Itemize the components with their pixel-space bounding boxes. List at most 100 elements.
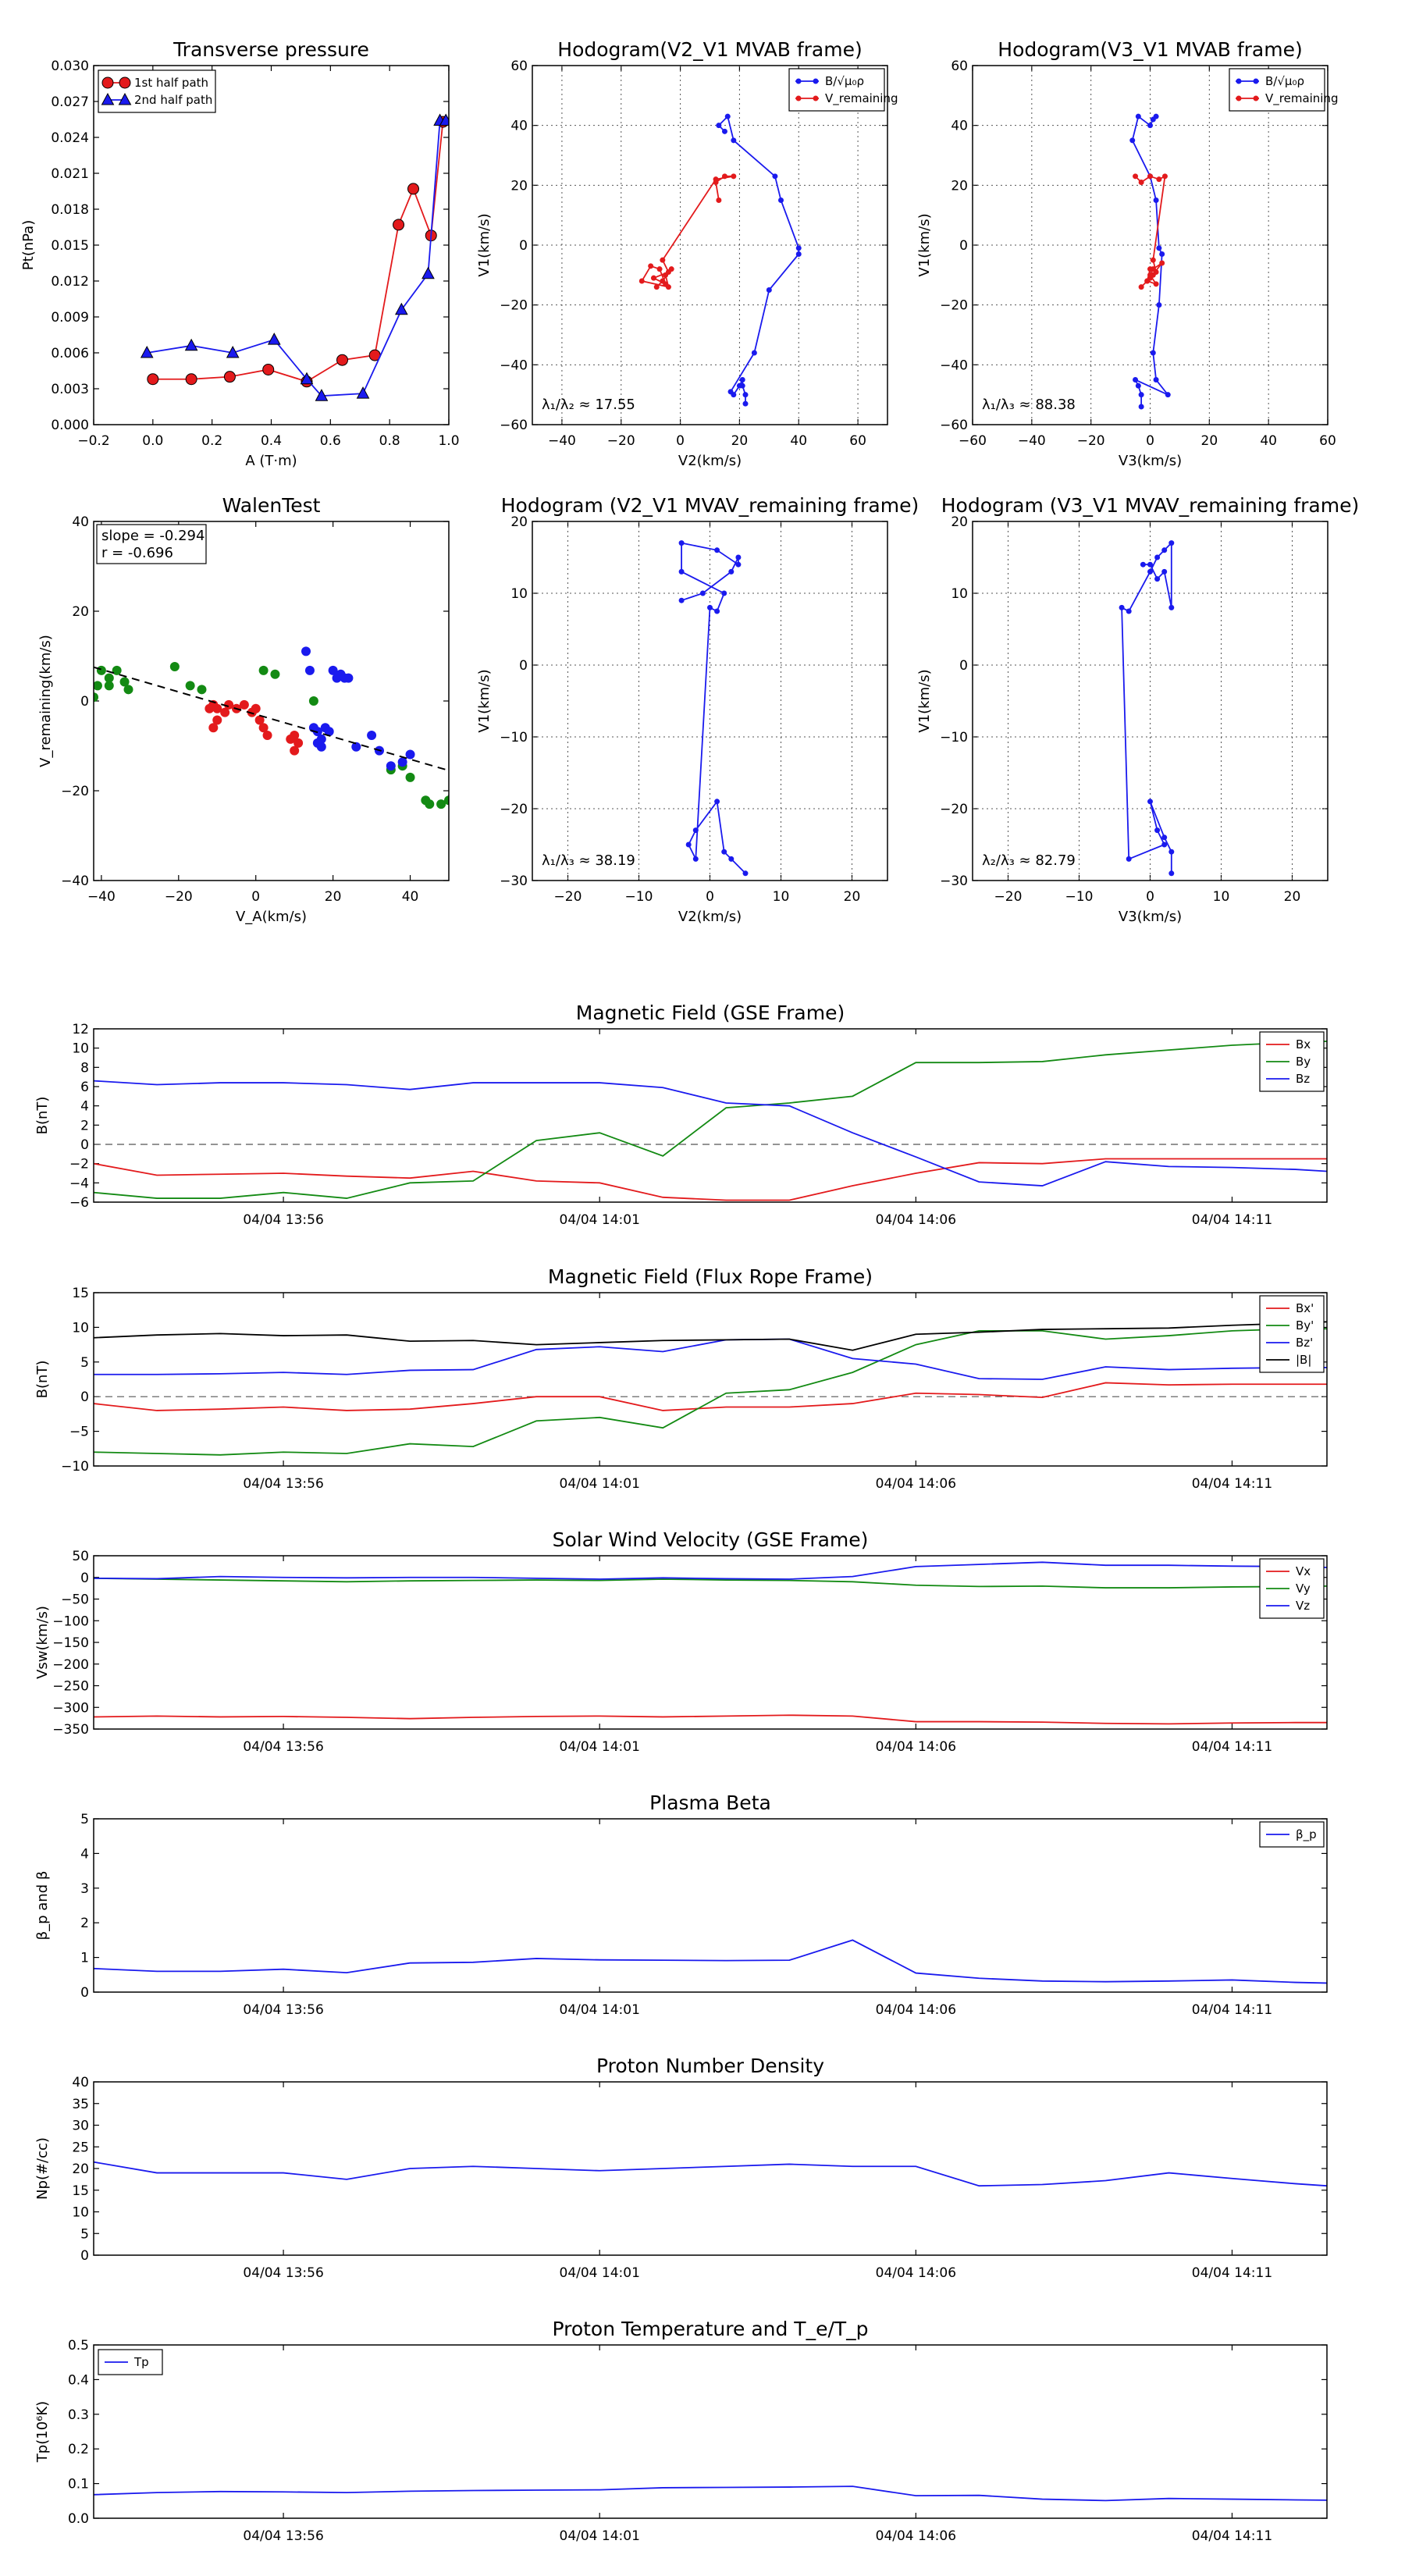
x-tick-label: 20 [731,433,749,449]
data-point [351,742,361,752]
legend-marker [813,95,819,101]
data-point [1147,266,1153,272]
x-tick-label: 04/04 14:01 [560,2528,640,2544]
x-tick-label: 40 [402,889,419,905]
y-tick-label: −250 [52,1679,89,1695]
y-tick-label: 40 [72,2075,89,2090]
chart-10: Proton Number Density 0 5 10 15 20 25 30 35 40 04/… [34,2055,1328,2281]
y-tick-label: 5 [80,1812,89,1827]
legend-marker [1236,95,1242,101]
y-tick-label: 0.018 [51,202,89,218]
data-point [1161,568,1168,575]
y-tick-label: 0.015 [51,238,89,254]
data-point [1161,547,1168,553]
axes-frame [972,65,1329,425]
y-tick-label: 35 [72,2097,89,2112]
data-point [727,389,734,395]
legend-label: V_remaining [1265,91,1339,106]
data-point [356,386,370,399]
x-tick-label: 04/04 14:01 [560,1212,640,1228]
y-axis-label: Np(#/cc) [34,2137,51,2200]
data-point [254,715,265,725]
legend: Tp [98,2349,163,2375]
data-point [1147,123,1153,129]
ratio-annotation: λ₂/λ₃ ≈ 82.79 [982,852,1076,869]
y-tick-label: −4 [69,1176,89,1191]
y-tick-label: 20 [951,178,968,194]
data-layer [638,113,802,407]
x-tick-label: 04/04 14:11 [1192,1212,1272,1228]
data-point [343,673,354,683]
data-point [699,590,706,596]
legend-label: 2nd half path [134,93,212,107]
y-axis-label: Vsw(km/s) [34,1606,51,1679]
series-line-V_remaining [640,175,734,288]
y-tick-label: −40 [940,358,968,373]
data-point [1161,834,1168,841]
y-tick-label: 12 [72,1022,89,1037]
y-axis-label: β_p and β [34,1871,51,1941]
data-point [1150,257,1156,263]
y-tick-label: −6 [69,1195,89,1211]
x-tick-label: 1.0 [438,433,459,449]
chart-2: Hodogram(V3_V1 MVAB frame) −60 −40 −20 0 20 40… [916,38,1339,469]
data-point [444,795,449,806]
chart-4: Hodogram (V2_V1 MVAV_remaining frame) −30… [476,494,919,925]
legend-marker [813,78,819,84]
data-point [656,266,663,272]
data-point [421,795,431,806]
axes-frame [93,2344,1328,2519]
y-tick-label: 0 [80,2248,89,2264]
x-tick-label: −20 [165,889,193,905]
data-point [751,350,757,356]
x-tick-label: 0.8 [379,433,400,449]
x-tick-label: 04/04 14:01 [560,2002,640,2018]
x-tick-label: 04/04 13:56 [243,2528,323,2544]
data-layer [140,113,449,401]
y-tick-label: 40 [510,119,528,134]
x-tick-label: 20 [844,889,861,905]
series-line-1st half path [152,121,444,382]
axes-frame [93,65,450,425]
series-line-0 [94,2161,1327,2187]
x-tick-label: 60 [849,433,866,449]
data-point [735,554,742,560]
data-point [663,272,669,278]
data-point [1147,799,1153,805]
x-tick-label: 04/04 14:06 [876,2002,956,2018]
data-point [1154,554,1161,560]
y-axis-label: Tp(10⁶K) [34,2401,51,2463]
y-tick-label: 0.012 [51,274,89,290]
y-tick-label: 10 [510,586,528,602]
data-point [336,354,348,366]
y-tick-label: 5 [80,2226,89,2242]
chart-title: Hodogram (V3_V1 MVAV_remaining frame) [941,494,1360,517]
y-tick-label: 20 [72,2161,89,2177]
y-tick-label: 4 [80,1099,89,1115]
y-tick-label: 0 [80,1571,89,1586]
data-point [778,197,784,203]
y-tick-label: 0.009 [51,310,89,326]
data-point [692,856,699,862]
x-tick-label: 04/04 14:11 [1192,1739,1272,1755]
y-tick-label: 0.024 [51,130,89,146]
y-axis-label: Pt(nPa) [20,220,37,270]
y-tick-label: −50 [61,1592,89,1608]
data-point [728,568,735,575]
data-point [772,173,778,180]
data-point [1126,856,1132,862]
y-tick-label: 8 [80,1060,89,1076]
legend-label: V_remaining [825,91,898,106]
x-tick-label: 60 [1319,433,1336,449]
legend-label: 1st half path [134,76,208,90]
y-tick-label: 1 [80,1951,89,1966]
x-tick-label: 04/04 14:01 [560,1739,640,1755]
axes-frame [532,65,888,425]
chart-6: Magnetic Field (GSE Frame) −6 −4 −2 0 2 4 6 8 10 1… [34,1002,1328,1228]
y-tick-label: 2 [80,1916,89,1931]
data-point [714,608,720,614]
data-point [678,540,685,546]
data-point [648,263,654,269]
x-tick-label: −20 [607,433,635,449]
